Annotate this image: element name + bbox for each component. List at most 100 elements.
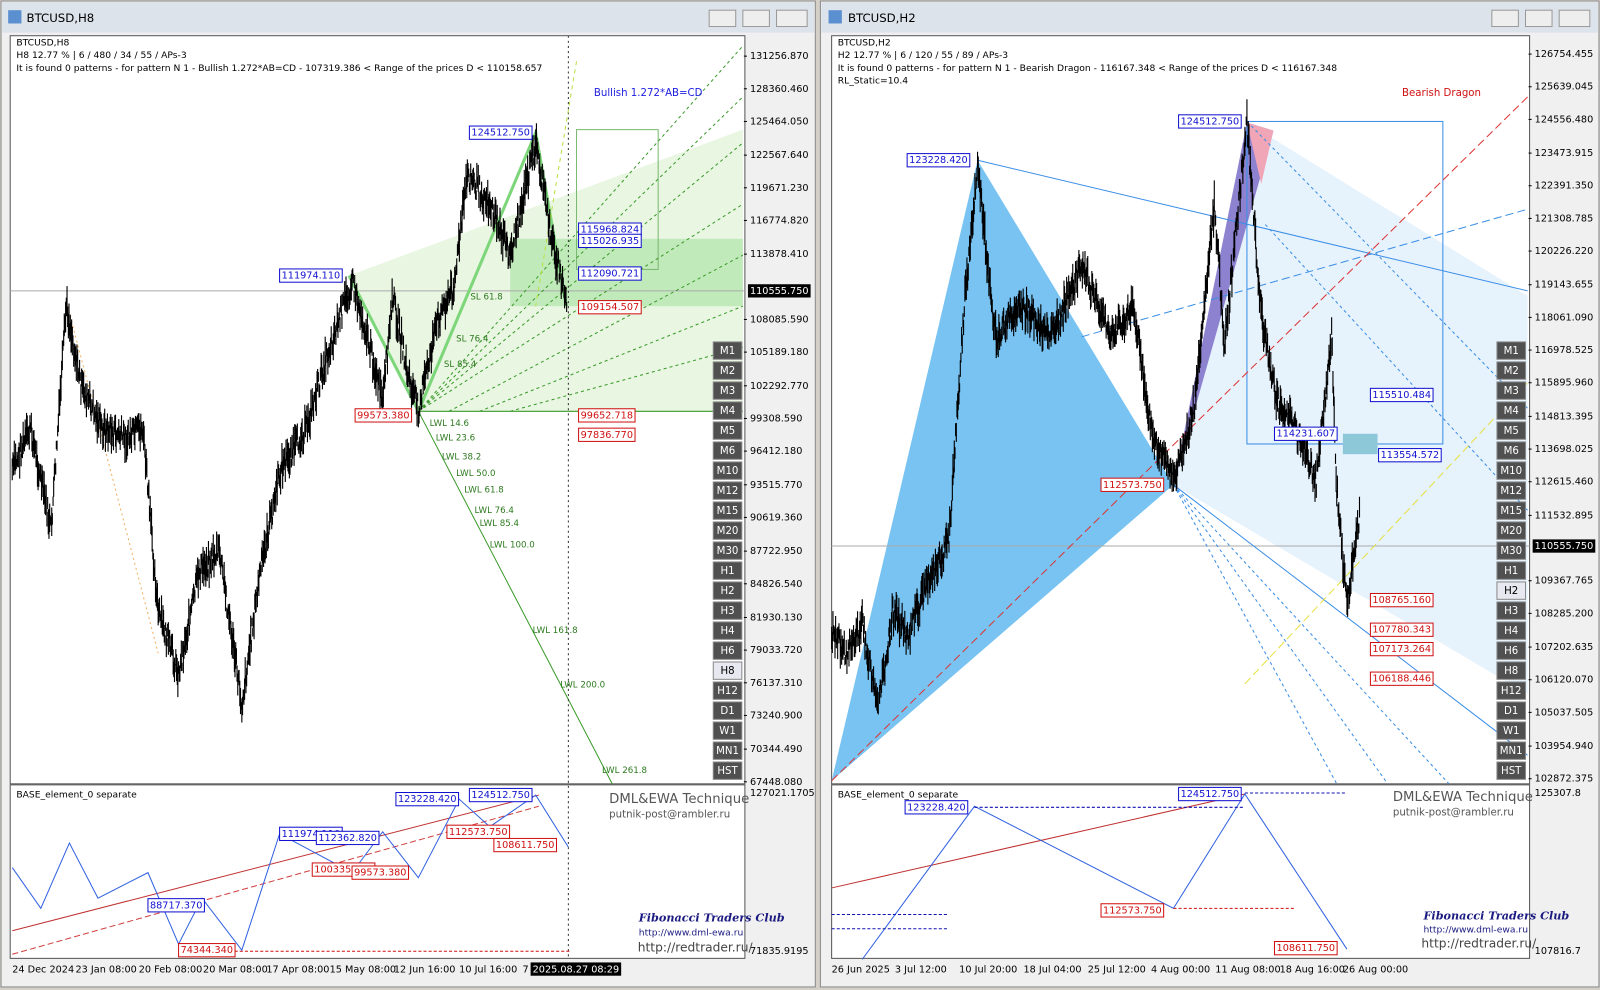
timeframe-button[interactable]: [1496, 361, 1527, 380]
price-axis-label: 122567.640: [750, 150, 809, 161]
price-axis-label: 115895.960: [1535, 378, 1594, 389]
timeframe-button[interactable]: [1496, 701, 1527, 720]
timeframe-button[interactable]: [1496, 341, 1527, 360]
timeframe-button[interactable]: [1496, 661, 1527, 680]
timeframe-button[interactable]: [712, 661, 743, 680]
timeframe-button[interactable]: [1496, 721, 1527, 740]
price-label: 112362.820: [318, 833, 377, 844]
timeframe-label: H2: [1504, 586, 1518, 597]
branding: http://www.dml-ewa.ru: [1423, 924, 1528, 935]
timeframe-button[interactable]: [712, 761, 743, 780]
timeframe-label: H3: [1504, 606, 1518, 617]
time-axis-label: 15 May 08:00: [330, 965, 396, 976]
price-label-box: [147, 898, 205, 913]
timeframe-button[interactable]: [1496, 521, 1527, 540]
price-axis-label: 93515.770: [750, 480, 802, 491]
price-axis-label: 113698.025: [1535, 444, 1594, 455]
timeframe-button[interactable]: [712, 641, 743, 660]
timeframe-button[interactable]: [712, 741, 743, 760]
timeframe-button[interactable]: [712, 441, 743, 460]
timeframe-button[interactable]: [1496, 601, 1527, 620]
price-axis-label: 76137.310: [750, 678, 802, 689]
price-label: 115510.484: [1372, 390, 1431, 401]
maximize-button[interactable]: [742, 9, 770, 28]
timeframe-button[interactable]: [712, 721, 743, 740]
price-axis-label: 96412.180: [750, 446, 802, 457]
timeframe-button[interactable]: [1496, 401, 1527, 420]
timeframe-button[interactable]: [1496, 381, 1527, 400]
timeframe-button[interactable]: [712, 341, 743, 360]
price-axis-label: 107202.635: [1535, 642, 1594, 653]
timeframe-button[interactable]: [712, 561, 743, 580]
price-label-box: [1273, 426, 1338, 441]
timeframe-button[interactable]: [1496, 541, 1527, 560]
window-icon: [8, 10, 22, 24]
timeframe-label: H3: [720, 606, 734, 617]
price-axis-label: 108285.200: [1535, 608, 1594, 619]
sub-levels: [178, 907, 1296, 952]
timeframe-label: M2: [720, 366, 735, 377]
price-label-box: [178, 943, 236, 958]
timeframe-button[interactable]: [1496, 761, 1527, 780]
price-label: 100335.300: [314, 865, 373, 876]
timeframe-label: H8: [1504, 666, 1518, 677]
price-label: 124512.750: [1181, 789, 1240, 800]
timeframe-button[interactable]: [712, 421, 743, 440]
title-bar: [2, 2, 815, 33]
price-label-box: [578, 266, 642, 281]
timeframe-button[interactable]: [712, 461, 743, 480]
close-button[interactable]: [776, 9, 808, 28]
price-label-box: [904, 800, 969, 815]
timeframe-button[interactable]: [712, 601, 743, 620]
time-axis-label: 11 Aug 08:00: [1215, 965, 1280, 976]
timeframe-label: W1: [719, 726, 736, 737]
timeframe-label: H1: [1504, 566, 1518, 577]
timeframe-button[interactable]: [712, 401, 743, 420]
projection-line: [417, 411, 613, 785]
timeframe-label: M3: [1504, 386, 1519, 397]
time-axis-label: 10 Jul 16:00: [459, 965, 517, 976]
timeframe-button[interactable]: [712, 621, 743, 640]
timeframe-button[interactable]: [712, 381, 743, 400]
timeframe-label: MN1: [1500, 746, 1523, 757]
timeframe-button[interactable]: [712, 481, 743, 500]
timeframe-button[interactable]: [1496, 621, 1527, 640]
level-label: LWL 50.0: [456, 469, 495, 479]
timeframe-label: M30: [1500, 546, 1522, 557]
timeframe-button[interactable]: [1496, 561, 1527, 580]
timeframe-button[interactable]: [1496, 481, 1527, 500]
time-axis-label: 24 Dec 2024: [12, 965, 74, 976]
timeframe-button[interactable]: [712, 581, 743, 600]
timeframe-button[interactable]: [1496, 421, 1527, 440]
price-label: 97836.770: [581, 430, 633, 441]
timeframe-button[interactable]: [1496, 441, 1527, 460]
time-axis-label: 4 Aug 00:00: [1151, 965, 1210, 976]
timeframe-button[interactable]: [712, 681, 743, 700]
timeframe-button[interactable]: [712, 541, 743, 560]
minimize-button[interactable]: [708, 9, 737, 28]
timeframe-label: M30: [717, 546, 739, 557]
timeframe-button[interactable]: [1496, 741, 1527, 760]
price-label-box: [279, 268, 343, 283]
maximize-button[interactable]: [1525, 9, 1553, 28]
timeframe-button[interactable]: [712, 521, 743, 540]
timeframe-button[interactable]: [712, 361, 743, 380]
timeframe-button[interactable]: [712, 501, 743, 520]
timeframe-button[interactable]: [1496, 581, 1527, 600]
timeframe-button[interactable]: [1496, 681, 1527, 700]
timeframe-button[interactable]: [712, 701, 743, 720]
price-label-box: [351, 865, 410, 880]
chart-info: BTCUSD,H2: [838, 37, 891, 48]
branding: Fibonacci Traders Club: [638, 911, 785, 925]
sub-zigzag: [11, 794, 569, 952]
close-button[interactable]: [1558, 9, 1591, 28]
timeframe-button[interactable]: [1496, 461, 1527, 480]
minimize-button[interactable]: [1491, 9, 1519, 28]
price-axis-label: 70344.490: [750, 744, 802, 755]
price-axis-label: 84826.540: [750, 579, 802, 590]
price-axis-label: 106120.070: [1535, 675, 1594, 686]
timeframe-label: H8: [720, 666, 734, 677]
timeframe-label: H4: [720, 626, 734, 637]
timeframe-button[interactable]: [1496, 501, 1527, 520]
timeframe-button[interactable]: [1496, 641, 1527, 660]
